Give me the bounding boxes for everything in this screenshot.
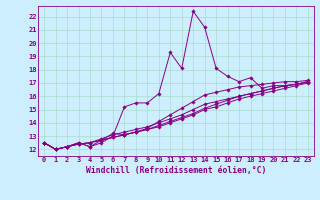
X-axis label: Windchill (Refroidissement éolien,°C): Windchill (Refroidissement éolien,°C) <box>86 166 266 175</box>
